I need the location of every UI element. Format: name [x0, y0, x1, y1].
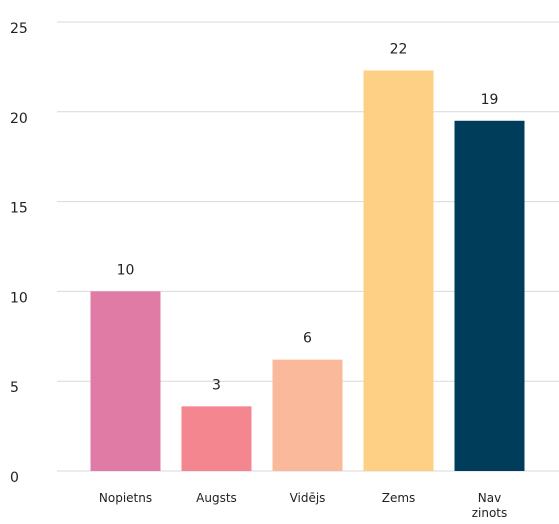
y-tick-label: 20 — [10, 111, 28, 127]
bar — [363, 70, 434, 471]
x-tick-label: Zems — [381, 491, 416, 505]
x-tick-label: Nav zinots — [471, 491, 508, 520]
data-label: 3 — [212, 377, 221, 393]
bar — [454, 120, 525, 471]
y-tick-label: 10 — [10, 290, 28, 306]
data-label: 19 — [481, 92, 499, 108]
bar — [272, 359, 343, 471]
data-label: 6 — [303, 331, 312, 347]
x-tick-label: Augsts — [196, 491, 237, 505]
bar — [90, 291, 161, 471]
data-label: 10 — [117, 262, 135, 278]
y-tick-label: 0 — [10, 470, 19, 486]
y-tick-label: 5 — [10, 380, 19, 396]
bar — [181, 406, 252, 471]
y-tick-label: 15 — [10, 201, 28, 217]
x-tick-label: Nopietns — [98, 491, 153, 505]
x-tick-label: Vidējs — [289, 491, 326, 505]
data-label: 22 — [390, 41, 408, 57]
y-tick-label: 25 — [10, 21, 28, 37]
